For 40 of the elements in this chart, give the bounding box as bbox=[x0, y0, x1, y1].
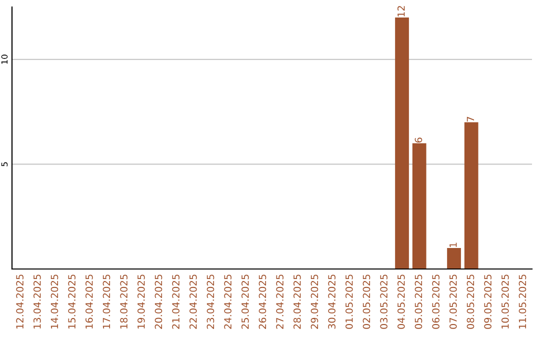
x-tick-label: 02.05.2025 bbox=[362, 274, 370, 329]
x-tick-label: 17.04.2025 bbox=[102, 274, 110, 328]
x-tick-label: 07.05.2025 bbox=[449, 274, 457, 329]
data-label: 12 bbox=[397, 6, 405, 16]
x-tick-label: 21.04.2025 bbox=[172, 274, 180, 329]
x-tick-label: 23.04.2025 bbox=[206, 274, 214, 329]
x-tick-label: 29.04.2025 bbox=[310, 274, 318, 329]
x-tick-label: 04.05.2025 bbox=[397, 274, 405, 329]
x-tick-label: 06.05.2025 bbox=[432, 274, 440, 329]
x-tick-label: 19.04.2025 bbox=[137, 274, 145, 328]
x-tick-label: 22.04.2025 bbox=[189, 274, 197, 329]
x-tick-label: 24.04.2025 bbox=[224, 274, 232, 329]
data-label: 6 bbox=[414, 138, 422, 143]
bar bbox=[447, 248, 461, 269]
x-tick-label: 03.05.2025 bbox=[380, 274, 388, 329]
x-tick-label: 10.05.2025 bbox=[501, 274, 509, 328]
x-tick-label: 26.04.2025 bbox=[258, 274, 266, 329]
x-tick-label: 27.04.2025 bbox=[276, 274, 284, 329]
x-tick-label: 13.04.2025 bbox=[33, 274, 41, 328]
bar bbox=[464, 122, 478, 269]
x-tick-label: 05.05.2025 bbox=[414, 274, 422, 329]
x-tick-label: 14.04.2025 bbox=[50, 274, 58, 328]
data-label: 1 bbox=[450, 242, 457, 247]
x-tick-label: 20.04.2025 bbox=[154, 274, 162, 329]
x-tick-label: 18.04.2025 bbox=[120, 274, 128, 328]
x-tick-label: 30.04.2025 bbox=[328, 274, 336, 329]
x-tick-label: 08.05.2025 bbox=[466, 274, 474, 329]
data-label: 7 bbox=[466, 116, 474, 122]
x-tick-label: 15.04.2025 bbox=[68, 274, 76, 328]
x-tick-label: 12.04.2025 bbox=[16, 274, 24, 328]
bar bbox=[412, 143, 426, 269]
x-tick-label: 28.04.2025 bbox=[293, 274, 301, 329]
y-tick-label: 10 bbox=[1, 54, 8, 64]
y-tick-label: 5 bbox=[1, 162, 8, 166]
x-tick-label: 16.04.2025 bbox=[85, 274, 93, 328]
x-tick-label: 25.04.2025 bbox=[241, 274, 249, 329]
x-tick-label: 09.05.2025 bbox=[484, 274, 492, 329]
bar bbox=[395, 17, 409, 269]
x-tick-label: 11.05.2025 bbox=[518, 274, 526, 328]
x-tick-label: 01.05.2025 bbox=[345, 274, 353, 329]
